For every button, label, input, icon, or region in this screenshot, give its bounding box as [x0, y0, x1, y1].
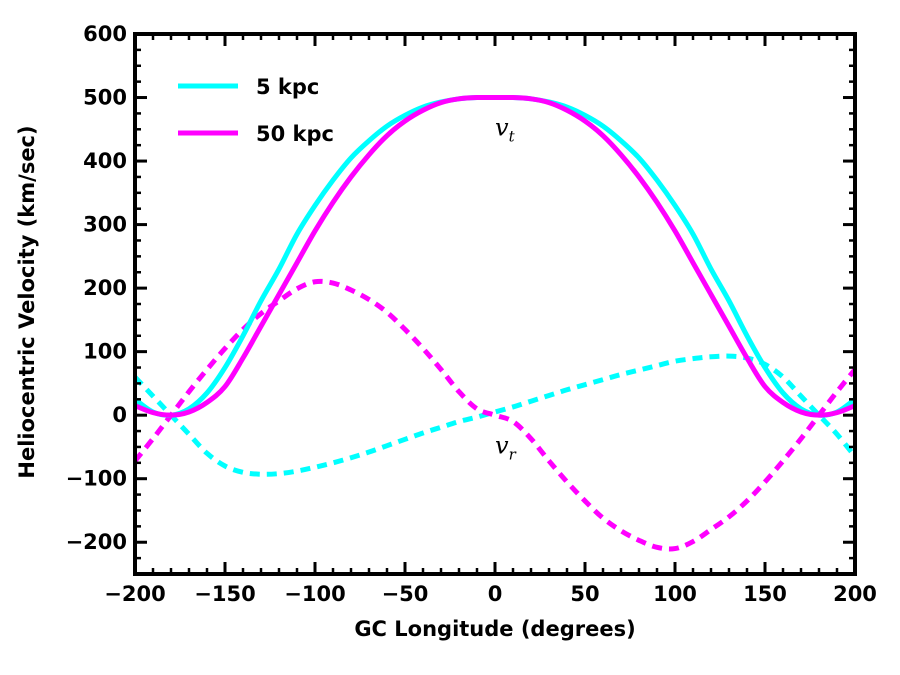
x-tick-label: 0 — [488, 582, 503, 606]
x-tick-label: −200 — [104, 582, 165, 606]
y-tick-label: 500 — [83, 86, 127, 110]
x-tick-label: 50 — [570, 582, 599, 606]
x-axis-title: GC Longitude (degrees) — [354, 617, 635, 641]
legend-label-50kpc: 50 kpc — [256, 122, 334, 146]
series-line-50kpc-vt — [134, 94, 856, 418]
series-line-50kpc-vr — [133, 278, 857, 552]
data-layer — [133, 94, 857, 552]
tick-layer — [133, 32, 857, 576]
x-tick-label: 150 — [743, 582, 787, 606]
x-tick-label: −100 — [284, 582, 345, 606]
y-axis-title: Heliocentric Velocity (km/sec) — [15, 125, 39, 478]
tick-label-layer: −200 −150 −100 −50 0 50 100 150 200 −200 −100 0 100 2… — [66, 22, 877, 606]
y-tick-label: 200 — [83, 276, 127, 300]
y-tick-label: 100 — [83, 340, 127, 364]
legend: 5 kpc 50 kpc — [178, 75, 334, 146]
series-line-5kpc-vt — [133, 94, 857, 418]
x-tick-label: 200 — [833, 582, 877, 606]
series-line-5kpc-vr — [133, 353, 857, 477]
annotation-v-r: vr — [495, 431, 517, 463]
y-tick-label: −100 — [66, 467, 127, 491]
annotation-v-t: vt — [495, 114, 516, 146]
legend-label-5kpc: 5 kpc — [256, 75, 319, 99]
y-tick-label: −200 — [66, 530, 127, 554]
y-tick-label: 0 — [112, 403, 127, 427]
y-tick-label: 300 — [83, 213, 127, 237]
x-tick-label: 100 — [653, 582, 697, 606]
y-tick-label: 600 — [83, 22, 127, 46]
x-tick-label: −50 — [382, 582, 429, 606]
x-tick-label: −150 — [194, 582, 255, 606]
y-tick-label: 400 — [83, 149, 127, 173]
